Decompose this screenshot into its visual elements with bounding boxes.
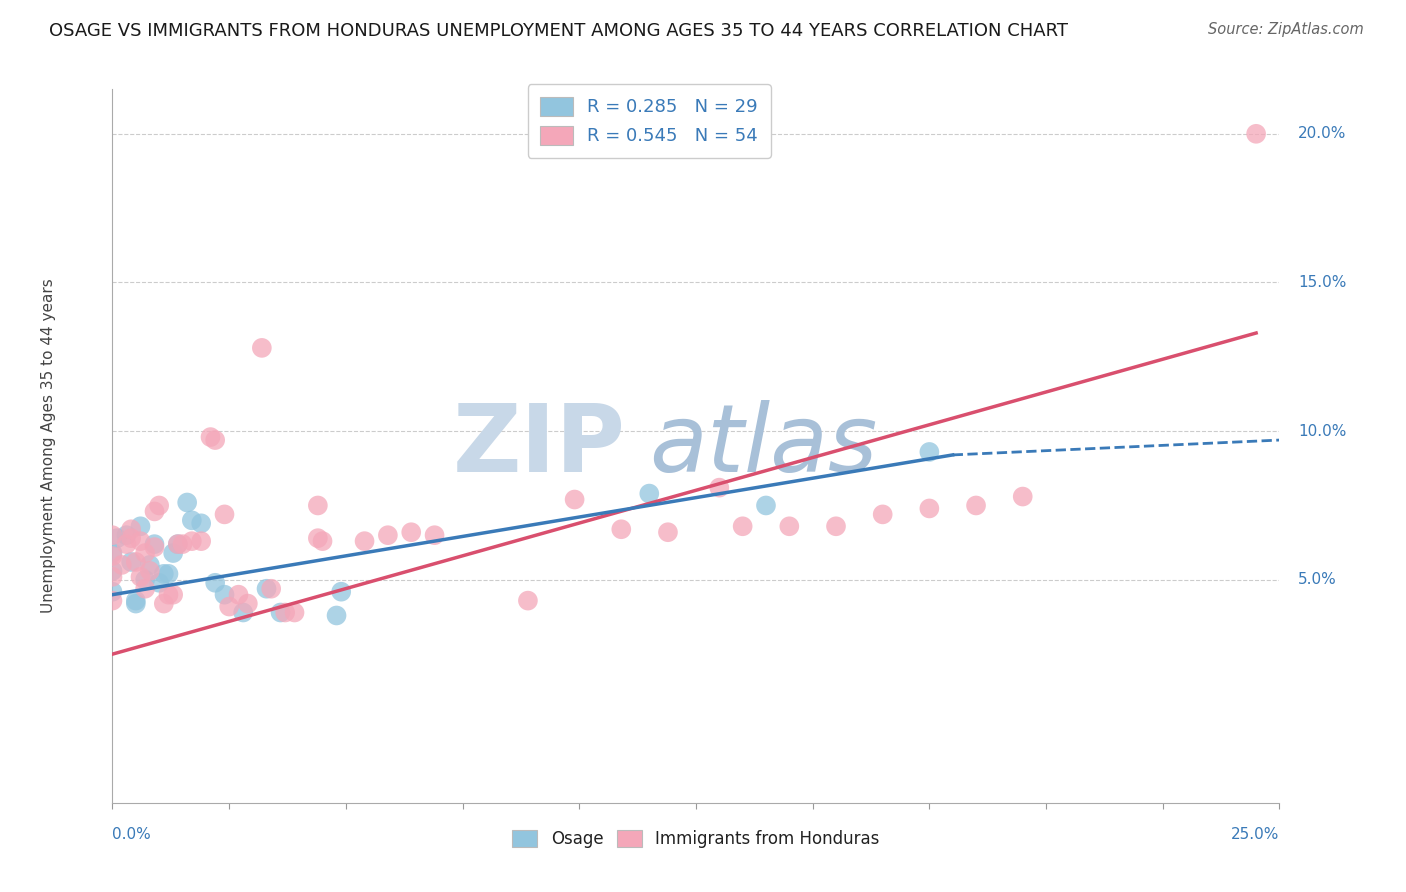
Point [232,606,254,620]
Point [307,499,329,513]
Text: 20.0%: 20.0% [1298,127,1347,141]
Point [120,555,142,569]
Point [101,528,124,542]
Point [143,537,166,551]
Point [134,546,156,560]
Point [176,495,198,509]
Point [274,606,297,620]
Point [1011,490,1033,504]
Point [1244,127,1267,141]
Point [564,492,586,507]
Point [153,597,176,611]
Text: 5.0%: 5.0% [1298,573,1337,587]
Point [270,606,292,620]
Point [256,582,278,596]
Text: Unemployment Among Ages 35 to 44 years: Unemployment Among Ages 35 to 44 years [41,278,56,614]
Text: OSAGE VS IMMIGRANTS FROM HONDURAS UNEMPLOYMENT AMONG AGES 35 TO 44 YEARS CORRELA: OSAGE VS IMMIGRANTS FROM HONDURAS UNEMPL… [49,22,1069,40]
Point [283,606,305,620]
Point [610,522,633,536]
Point [204,575,226,590]
Point [162,546,184,560]
Point [755,499,778,513]
Point [120,522,142,536]
Point [872,508,894,522]
Point [965,499,987,513]
Point [125,593,148,607]
Point [157,588,180,602]
Point [214,508,236,522]
Text: 0.0%: 0.0% [112,827,152,841]
Point [190,516,212,531]
Point [143,540,166,554]
Point [101,546,124,560]
Point [125,597,148,611]
Point [709,481,731,495]
Point [180,513,202,527]
Point [120,531,142,545]
Point [143,504,166,518]
Point [129,519,152,533]
Point [731,519,754,533]
Point [101,593,124,607]
Point [204,433,226,447]
Point [101,570,124,584]
Point [307,531,329,545]
Point [190,534,212,549]
Point [111,558,134,572]
Point [129,570,152,584]
Point [260,582,283,596]
Point [325,608,347,623]
Point [105,531,128,545]
Point [638,486,661,500]
Point [101,584,124,599]
Point [166,537,188,551]
Point [166,537,188,551]
Point [250,341,273,355]
Point [353,534,375,549]
Point [115,528,138,542]
Point [115,537,138,551]
Point [139,558,162,572]
Point [330,584,353,599]
Point [214,588,236,602]
Point [311,534,333,549]
Point [200,430,222,444]
Point [101,549,124,563]
Point [516,593,538,607]
Point [423,528,446,542]
Point [153,566,176,581]
Point [157,566,180,581]
Point [180,534,202,549]
Point [399,525,422,540]
Point [918,445,941,459]
Point [134,582,156,596]
Point [129,534,152,549]
Point [148,575,170,590]
Text: 10.0%: 10.0% [1298,424,1347,439]
Point [825,519,848,533]
Legend: Osage, Immigrants from Honduras: Osage, Immigrants from Honduras [506,823,886,855]
Text: atlas: atlas [650,401,877,491]
Point [139,564,162,578]
Point [148,499,170,513]
Point [101,564,124,578]
Point [134,573,156,587]
Text: ZIP: ZIP [453,400,626,492]
Point [218,599,240,614]
Text: Source: ZipAtlas.com: Source: ZipAtlas.com [1208,22,1364,37]
Point [228,588,250,602]
Text: 15.0%: 15.0% [1298,275,1347,290]
Point [236,597,259,611]
Point [172,537,194,551]
Point [657,525,679,540]
Point [162,588,184,602]
Point [918,501,941,516]
Point [778,519,800,533]
Text: 25.0%: 25.0% [1232,827,1279,841]
Point [377,528,399,542]
Point [125,555,148,569]
